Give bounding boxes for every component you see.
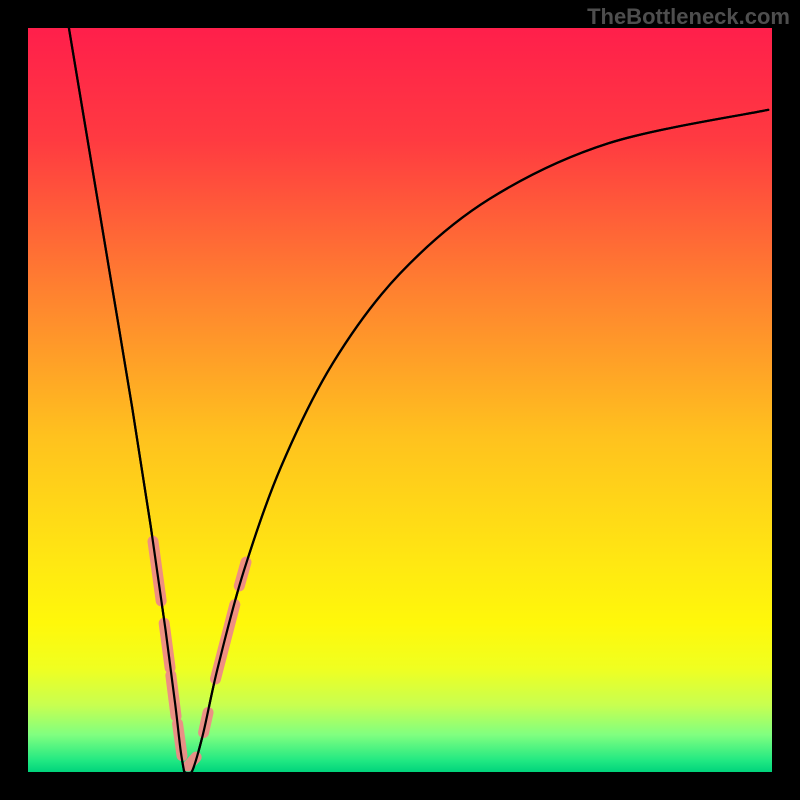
watermark-text: TheBottleneck.com [587,4,790,30]
chart-canvas: TheBottleneck.com [0,0,800,800]
chart-svg [0,0,800,800]
plot-background [28,28,772,772]
